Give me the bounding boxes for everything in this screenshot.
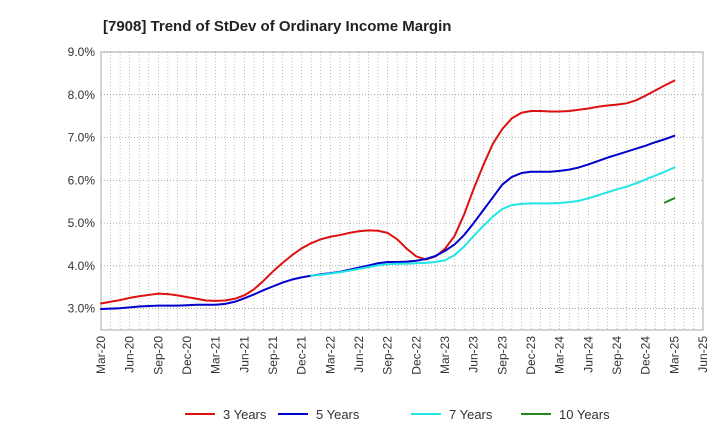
- y-tick-label: 6.0%: [68, 173, 96, 187]
- legend-label: 5 Years: [316, 407, 360, 422]
- x-tick-label: Jun-25: [696, 336, 710, 373]
- x-tick-label: Mar-20: [94, 336, 108, 374]
- y-tick-label: 3.0%: [68, 302, 96, 316]
- x-tick-label: Mar-24: [553, 336, 567, 374]
- y-tick-label: 4.0%: [68, 259, 96, 273]
- series-group: [100, 79, 676, 311]
- x-tick-label: Jun-21: [237, 336, 251, 373]
- x-tick-label: Sep-21: [266, 336, 280, 375]
- x-tick-label: Dec-20: [180, 336, 194, 375]
- grid: [101, 51, 703, 330]
- x-tick-label: Jun-23: [467, 336, 481, 373]
- series-line-10-years: [663, 197, 676, 204]
- x-tick-label: Jun-24: [581, 336, 595, 373]
- y-tick-label: 8.0%: [68, 88, 96, 102]
- plot-area: [100, 51, 704, 331]
- x-tick-label: Dec-24: [639, 336, 653, 375]
- legend: 3 Years 5 Years 7 Years 10 Years: [185, 407, 610, 422]
- x-tick-label: Jun-20: [123, 336, 137, 373]
- x-tick-label: Mar-21: [209, 336, 223, 374]
- y-axis: 3.0% 4.0% 5.0% 6.0% 7.0% 8.0% 9.0%: [68, 45, 96, 316]
- x-axis: Mar-20 Jun-20 Sep-20 Dec-20 Mar-21 Jun-21 Sep-…: [94, 336, 710, 375]
- x-tick-label: Dec-22: [409, 336, 423, 375]
- x-tick-label: Sep-20: [151, 336, 165, 375]
- legend-label: 3 Years: [223, 407, 267, 422]
- x-tick-label: Sep-23: [495, 336, 509, 375]
- x-tick-label: Mar-22: [323, 336, 337, 374]
- y-tick-label: 7.0%: [68, 131, 96, 145]
- x-tick-label: Mar-25: [667, 336, 681, 374]
- legend-label: 7 Years: [449, 407, 493, 422]
- series-line-5-years: [100, 134, 676, 311]
- x-tick-label: Sep-24: [610, 336, 624, 375]
- legend-label: 10 Years: [559, 407, 610, 422]
- x-tick-label: Dec-21: [295, 336, 309, 375]
- x-tick-label: Jun-22: [352, 336, 366, 373]
- y-tick-label: 5.0%: [68, 216, 96, 230]
- chart-title: [7908] Trend of StDev of Ordinary Income…: [103, 18, 451, 35]
- series-line-3-years: [100, 79, 676, 305]
- series-line-7-years: [310, 166, 676, 277]
- x-tick-label: Sep-22: [381, 336, 395, 375]
- x-tick-label: Dec-23: [524, 336, 538, 375]
- y-tick-label: 9.0%: [68, 45, 96, 59]
- x-tick-label: Mar-23: [438, 336, 452, 374]
